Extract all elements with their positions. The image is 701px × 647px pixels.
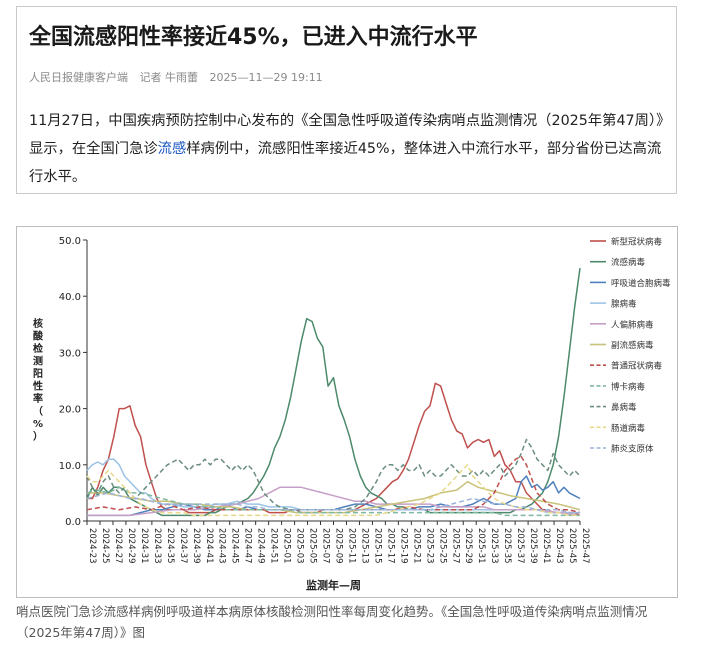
y-axis-label-char: % — [33, 419, 43, 430]
x-tick-label: 2024-25 — [100, 528, 110, 564]
x-tick-label: 2024-27 — [113, 528, 123, 564]
x-tick-label: 2024-23 — [87, 528, 97, 564]
series-line — [86, 438, 581, 511]
y-tick-label: 50.0 — [59, 236, 81, 247]
article-card: 全国流感阳性率接近45%，已进入中流行水平 人民日报健康客户端 记者 牛雨蕾 2… — [16, 6, 677, 194]
flu-keyword-link[interactable]: 流感 — [157, 141, 187, 157]
legend-label: 鼻病毒 — [611, 402, 637, 413]
x-tick-label: 2025-01 — [282, 528, 292, 564]
x-tick-label: 2025-29 — [463, 528, 473, 564]
y-axis-label-char: 核 — [33, 317, 43, 330]
y-axis-label-char: 测 — [33, 355, 43, 368]
y-tick-label: 40.0 — [59, 292, 81, 303]
y-axis-label-char: ） — [33, 430, 43, 443]
x-tick-label: 2024-41 — [204, 528, 214, 564]
legend-label: 副流感病毒 — [611, 340, 654, 351]
x-tick-label: 2025-13 — [359, 528, 369, 564]
legend-label: 腺病毒 — [611, 299, 637, 310]
legend-label: 流感病毒 — [611, 257, 646, 268]
paragraph-text-post: 样病例中，流感阳性率接近45%，整体进入中流行水平，部分省份已达高流行水平。 — [29, 141, 662, 185]
x-tick-label: 2025-41 — [541, 528, 551, 564]
series-line — [86, 458, 580, 514]
article-paragraph: 11月27日，中国疾病预防控制中心发布的《全国急性呼吸道传染病哨点监测情况（20… — [29, 107, 669, 191]
article-source[interactable]: 人民日报健康客户端 — [29, 71, 128, 84]
x-tick-label: 2025-19 — [398, 528, 408, 564]
y-tick-label: 30.0 — [59, 348, 81, 359]
series-line — [86, 492, 580, 514]
legend-label: 呼吸道合胞病毒 — [611, 278, 671, 289]
x-axis-label: 监测年—周 — [306, 578, 361, 592]
article-meta: 人民日报健康客户端 记者 牛雨蕾 2025—11—29 19:11 — [29, 69, 331, 85]
series-line — [86, 464, 580, 517]
x-tick-label: 2025-27 — [450, 528, 460, 564]
legend-label: 人偏肺病毒 — [611, 319, 654, 330]
series-line — [87, 475, 581, 517]
legend-label: 肺炎支原体 — [611, 444, 654, 455]
x-tick-label: 2025-03 — [295, 528, 305, 564]
x-tick-label: 2024-43 — [217, 528, 227, 564]
chart-figure: 0.0 10.0 20.0 30.0 40.0 50.0 2024-23 2024-25 202… — [16, 226, 678, 598]
x-tick-label: 2025-25 — [437, 528, 447, 564]
x-tick-label: 2024-47 — [243, 528, 253, 564]
x-tick-label: 2025-17 — [385, 528, 395, 564]
x-tick-label: 2025-45 — [567, 528, 577, 564]
x-tick-label: 2025-05 — [308, 528, 318, 564]
x-tick-label: 2025-35 — [502, 528, 512, 564]
y-tick-label: 10.0 — [59, 461, 81, 472]
y-tick-label: 0.0 — [65, 517, 81, 528]
x-tick-label: 2024-45 — [230, 528, 240, 564]
series-line — [86, 486, 580, 517]
x-tick-label: 2025-23 — [424, 528, 434, 564]
x-tick-label: 2025-37 — [515, 528, 525, 564]
x-tick-label: 2024-39 — [191, 528, 201, 564]
legend-label: 肠道病毒 — [611, 423, 646, 434]
legend-label: 新型冠状病毒 — [611, 237, 663, 248]
x-tick-label: 2025-21 — [411, 528, 421, 564]
legend-label: 博卡病毒 — [611, 381, 646, 392]
x-tick-label: 2025-39 — [528, 528, 538, 564]
figure-caption: 哨点医院门急诊流感样病例呼吸道样本病原体核酸检测阳性率每周变化趋势。《全国急性呼… — [16, 604, 648, 640]
x-tick-label: 2025-47 — [580, 528, 590, 564]
x-tick-label: 2025-43 — [554, 528, 564, 564]
article-title: 全国流感阳性率接近45%，已进入中流行水平 — [29, 25, 478, 50]
article-datetime: 2025—11—29 19:11 — [209, 71, 323, 84]
x-tick-label: 2024-29 — [126, 528, 136, 564]
x-tick-label: 2024-31 — [139, 528, 149, 564]
series-line — [86, 267, 581, 517]
x-tick-label: 2025-33 — [489, 528, 499, 564]
x-tick-label: 2025-07 — [321, 528, 331, 564]
y-axis-label-char: 性 — [32, 380, 43, 393]
x-tick-label: 2024-33 — [152, 528, 162, 564]
series-line — [87, 480, 581, 514]
y-axis-label-char: （ — [33, 405, 43, 418]
legend-label: 普通冠状病毒 — [611, 361, 663, 372]
x-tick-label: 2024-51 — [269, 528, 279, 564]
x-tick-label: 2024-35 — [165, 528, 175, 564]
x-tick-label: 2025-31 — [476, 528, 486, 564]
paragraph-text-pre: 11月27日，中国疾病预防控制中心发布的《全国急性呼吸道传染病哨点监测情况（20… — [29, 113, 664, 157]
y-axis-label-char: 酸 — [33, 330, 44, 343]
y-axis-label-char: 检 — [33, 342, 43, 355]
x-tick-label: 2024-37 — [178, 528, 188, 564]
x-tick-label: 2025-15 — [372, 528, 382, 564]
article-reporter: 记者 牛雨蕾 — [139, 71, 199, 84]
y-tick-label: 20.0 — [59, 405, 81, 416]
x-tick-label: 2025-09 — [334, 528, 344, 564]
x-tick-label: 2025-11 — [346, 528, 356, 564]
x-tick-label: 2024-49 — [256, 528, 266, 564]
y-axis-label-char: 阳 — [33, 368, 43, 380]
y-axis-label-char: 率 — [33, 392, 43, 405]
y-axis-label: 核酸检测阳性率（%） — [32, 317, 44, 443]
